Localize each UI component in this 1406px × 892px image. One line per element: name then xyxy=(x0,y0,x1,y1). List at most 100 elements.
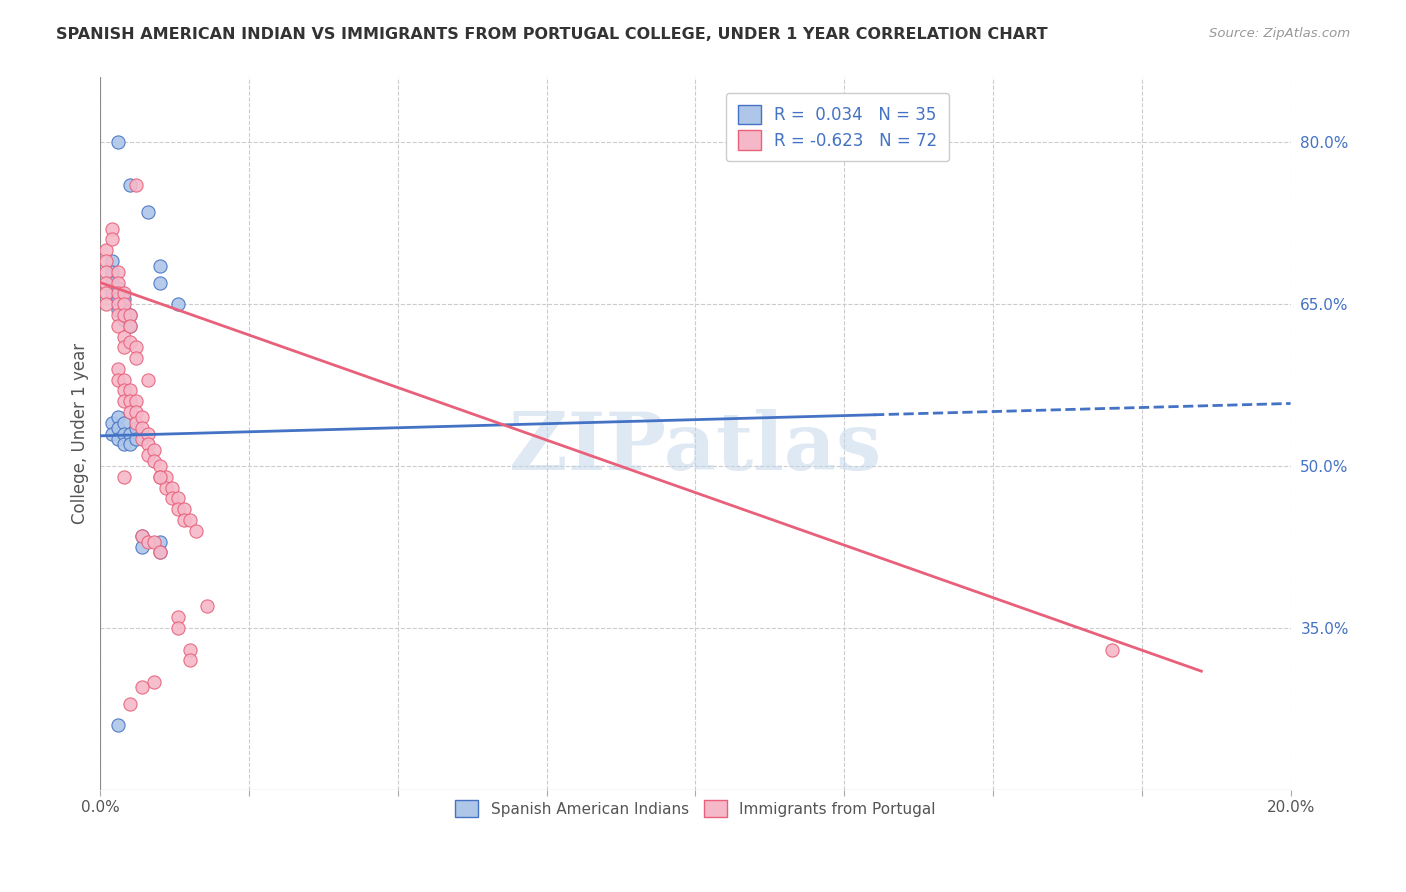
Point xyxy=(101,232,124,246)
Point xyxy=(125,432,148,446)
Point xyxy=(112,302,135,317)
Point xyxy=(136,205,159,219)
Point xyxy=(96,243,118,257)
Point xyxy=(125,421,148,435)
Point xyxy=(120,405,142,419)
Point xyxy=(149,458,172,473)
Point xyxy=(149,470,172,484)
Point xyxy=(107,308,129,322)
Point xyxy=(107,318,129,333)
Point xyxy=(112,297,135,311)
Point xyxy=(184,524,207,538)
Point xyxy=(179,653,201,667)
Point xyxy=(149,545,172,559)
Point xyxy=(160,491,183,506)
Point xyxy=(142,453,165,467)
Point xyxy=(107,410,129,425)
Point xyxy=(166,502,188,516)
Text: SPANISH AMERICAN INDIAN VS IMMIGRANTS FROM PORTUGAL COLLEGE, UNDER 1 YEAR CORREL: SPANISH AMERICAN INDIAN VS IMMIGRANTS FR… xyxy=(56,27,1047,42)
Point xyxy=(107,421,129,435)
Point xyxy=(125,351,148,365)
Point xyxy=(173,513,195,527)
Point xyxy=(136,373,159,387)
Point xyxy=(101,276,124,290)
Point xyxy=(107,135,129,149)
Point xyxy=(112,286,135,301)
Point xyxy=(107,373,129,387)
Point xyxy=(120,308,142,322)
Point xyxy=(107,297,129,311)
Point xyxy=(96,286,118,301)
Point xyxy=(107,265,129,279)
Text: ZIPatlas: ZIPatlas xyxy=(509,409,882,487)
Point xyxy=(120,178,142,193)
Point xyxy=(96,254,118,268)
Point xyxy=(142,534,165,549)
Point xyxy=(107,302,129,317)
Point xyxy=(136,448,159,462)
Point xyxy=(120,334,142,349)
Point xyxy=(197,599,219,614)
Point xyxy=(131,529,153,543)
Point xyxy=(120,308,142,322)
Point xyxy=(166,610,188,624)
Point xyxy=(107,276,129,290)
Point xyxy=(120,384,142,398)
Point xyxy=(125,340,148,354)
Point xyxy=(120,426,142,441)
Point xyxy=(101,426,124,441)
Point xyxy=(101,265,124,279)
Point xyxy=(131,681,153,695)
Point xyxy=(131,540,153,554)
Point xyxy=(149,276,172,290)
Point xyxy=(131,410,153,425)
Point xyxy=(142,675,165,690)
Y-axis label: College, Under 1 year: College, Under 1 year xyxy=(72,343,89,524)
Point xyxy=(125,394,148,409)
Point xyxy=(149,545,172,559)
Point xyxy=(160,481,183,495)
Point xyxy=(107,432,129,446)
Point xyxy=(166,491,188,506)
Point xyxy=(120,437,142,451)
Point xyxy=(120,394,142,409)
Point xyxy=(179,642,201,657)
Point xyxy=(131,432,153,446)
Point xyxy=(112,426,135,441)
Point xyxy=(96,297,118,311)
Point xyxy=(179,513,201,527)
Point xyxy=(112,470,135,484)
Point xyxy=(173,502,195,516)
Point xyxy=(125,405,148,419)
Point xyxy=(136,437,159,451)
Point xyxy=(120,318,142,333)
Point xyxy=(125,178,148,193)
Point xyxy=(166,621,188,635)
Point xyxy=(96,265,118,279)
Point xyxy=(136,534,159,549)
Point xyxy=(107,292,129,306)
Point xyxy=(112,373,135,387)
Point xyxy=(120,697,142,711)
Point xyxy=(149,534,172,549)
Point xyxy=(112,292,135,306)
Text: Source: ZipAtlas.com: Source: ZipAtlas.com xyxy=(1209,27,1350,40)
Point xyxy=(107,362,129,376)
Point xyxy=(112,416,135,430)
Point xyxy=(101,254,124,268)
Point xyxy=(155,470,177,484)
Point xyxy=(107,718,129,732)
Point xyxy=(131,421,153,435)
Point xyxy=(112,384,135,398)
Point xyxy=(101,286,124,301)
Point xyxy=(136,426,159,441)
Point xyxy=(142,442,165,457)
Point xyxy=(112,340,135,354)
Point xyxy=(101,221,124,235)
Legend: Spanish American Indians, Immigrants from Portugal: Spanish American Indians, Immigrants fro… xyxy=(447,792,943,825)
Point xyxy=(131,529,153,543)
Point xyxy=(149,470,172,484)
Point xyxy=(112,394,135,409)
Point xyxy=(125,416,148,430)
Point xyxy=(166,297,188,311)
